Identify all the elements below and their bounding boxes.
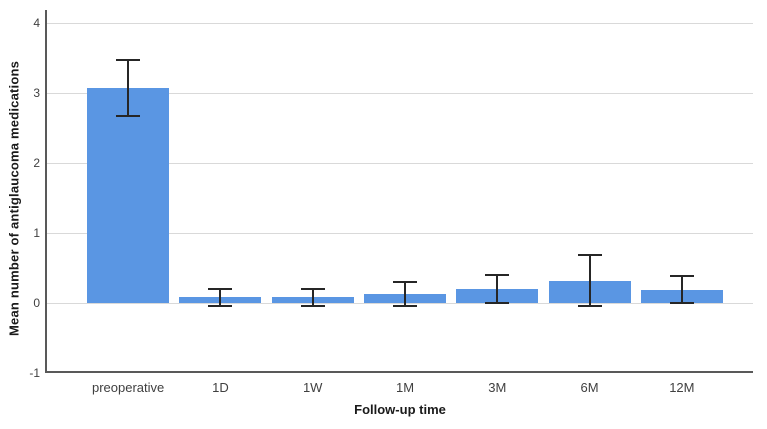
gridline-y-2 [47,162,753,164]
y-axis-title: Mean number of antiglaucoma medications [6,60,22,336]
y-tick-label-0: 0 [33,296,40,310]
error-bar-3M [496,274,499,304]
error-cap-top-6M [577,254,602,256]
y-tick-label-4: 4 [33,16,40,30]
y-tick-label-1: 1 [33,226,40,240]
error-cap-top-12M [669,275,694,277]
error-cap-bottom-preoperative [116,114,141,117]
y-axis-line [45,10,47,373]
x-tick-label-1W: 1W [302,380,323,395]
x-axis-line [45,371,753,373]
error-cap-bottom-6M [577,305,602,308]
error-bar-1W [311,287,314,308]
x-tick-label-12M: 12M [669,380,695,395]
plot-area [47,22,753,373]
error-cap-bottom-1W [300,305,325,308]
x-tick-label-1M: 1M [395,380,415,395]
error-cap-top-3M [485,274,510,277]
error-cap-top-preoperative [116,59,141,62]
error-cap-bottom-1D [208,305,233,308]
error-cap-bottom-3M [485,301,510,304]
x-tick-label-1D: 1D [212,380,229,395]
error-cap-top-1M [393,281,417,284]
error-bar-preoperative [127,59,130,117]
error-cap-top-1W [300,287,325,290]
x-tick-label-preoperative: preoperative [92,380,165,395]
error-cap-top-1D [208,287,233,290]
error-bar-6M [588,254,591,308]
bar-preoperative [87,88,170,303]
error-bar-12M [680,275,683,305]
gridline-y-1 [47,232,753,234]
error-bar-1M [404,281,406,307]
gridline-y-3 [47,92,753,94]
error-bar-1D [219,287,222,308]
error-cap-bottom-1M [393,304,417,307]
error-cap-bottom-12M [669,302,694,305]
y-tick-label-2: 2 [33,156,40,170]
y-tick-label-3: 3 [33,86,40,100]
x-axis-title: Follow-up time [354,402,446,417]
x-tick-label-3M: 3M [488,380,507,395]
gridline-y-4 [47,22,753,24]
gridline-y-0 [47,302,753,304]
y-tick-label--1: -1 [29,366,40,380]
x-tick-label-6M: 6M [580,380,599,395]
